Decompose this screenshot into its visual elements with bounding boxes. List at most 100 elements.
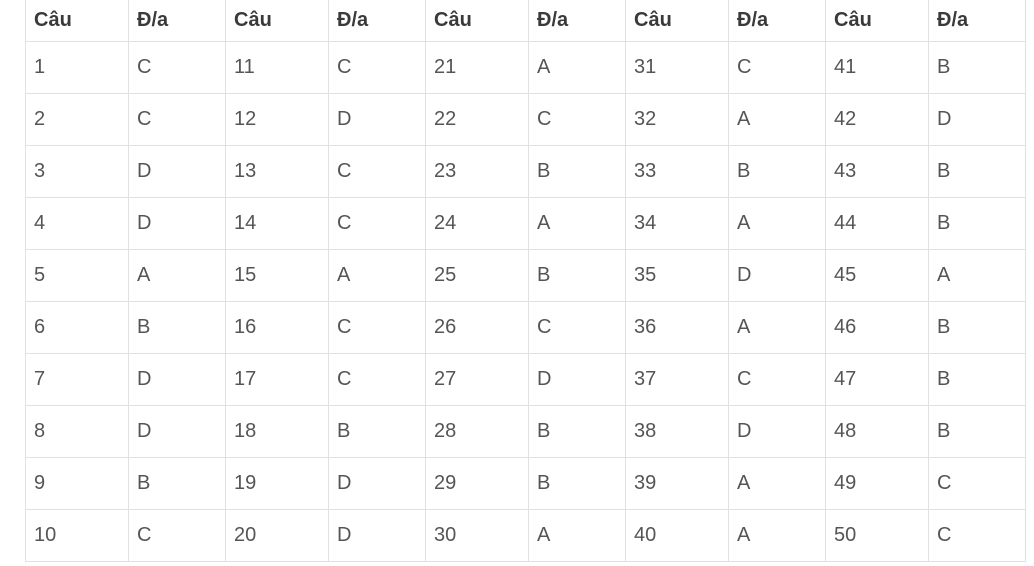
answer-cell: D: [128, 197, 226, 250]
answer-cell: C: [328, 197, 426, 250]
question-number-cell: 32: [625, 93, 729, 146]
answer-key-table: Câu Đ/a Câu Đ/a Câu Đ/a Câu Đ/a Câu Đ/a …: [25, 0, 1026, 562]
answer-cell: B: [928, 353, 1026, 406]
question-number-cell: 20: [225, 509, 329, 562]
answer-cell: A: [928, 249, 1026, 302]
question-number-cell: 28: [425, 405, 529, 458]
question-number-cell: 36: [625, 301, 729, 354]
question-number-cell: 37: [625, 353, 729, 406]
question-number-cell: 40: [625, 509, 729, 562]
header-question-col-5: Câu: [825, 0, 929, 42]
question-number-cell: 11: [225, 41, 329, 94]
answer-cell: C: [528, 93, 626, 146]
answer-cell: D: [728, 249, 826, 302]
question-number-cell: 15: [225, 249, 329, 302]
question-number-cell: 33: [625, 145, 729, 198]
answer-cell: C: [328, 301, 426, 354]
answer-cell: C: [328, 353, 426, 406]
answer-cell: C: [128, 509, 226, 562]
answer-cell: A: [728, 457, 826, 510]
table-row: 4 D 14 C 24 A 34 A 44 B: [25, 197, 1026, 250]
answer-cell: B: [128, 301, 226, 354]
question-number-cell: 3: [25, 145, 129, 198]
answer-cell: D: [128, 405, 226, 458]
answer-cell: C: [928, 457, 1026, 510]
question-number-cell: 2: [25, 93, 129, 146]
answer-cell: A: [728, 93, 826, 146]
table-row: 5 A 15 A 25 B 35 D 45 A: [25, 249, 1026, 302]
answer-cell: D: [528, 353, 626, 406]
answer-cell: D: [328, 509, 426, 562]
question-number-cell: 49: [825, 457, 929, 510]
header-answer-col-5: Đ/a: [928, 0, 1026, 42]
question-number-cell: 46: [825, 301, 929, 354]
answer-cell: A: [728, 301, 826, 354]
answer-cell: D: [128, 145, 226, 198]
table-row: 1 C 11 C 21 A 31 C 41 B: [25, 41, 1026, 94]
question-number-cell: 50: [825, 509, 929, 562]
question-number-cell: 35: [625, 249, 729, 302]
question-number-cell: 17: [225, 353, 329, 406]
header-question-col-4: Câu: [625, 0, 729, 42]
question-number-cell: 48: [825, 405, 929, 458]
answer-cell: D: [328, 93, 426, 146]
answer-cell: D: [128, 353, 226, 406]
question-number-cell: 6: [25, 301, 129, 354]
question-number-cell: 27: [425, 353, 529, 406]
answer-cell: A: [528, 41, 626, 94]
answer-cell: B: [928, 301, 1026, 354]
answer-cell: B: [728, 145, 826, 198]
answer-cell: B: [928, 145, 1026, 198]
table-row: 8 D 18 B 28 B 38 D 48 B: [25, 405, 1026, 458]
answer-cell: A: [528, 509, 626, 562]
question-number-cell: 47: [825, 353, 929, 406]
question-number-cell: 24: [425, 197, 529, 250]
question-number-cell: 31: [625, 41, 729, 94]
question-number-cell: 16: [225, 301, 329, 354]
answer-cell: D: [928, 93, 1026, 146]
answer-cell: A: [328, 249, 426, 302]
answer-cell: C: [328, 41, 426, 94]
table-row: 10 C 20 D 30 A 40 A 50 C: [25, 509, 1026, 562]
answer-cell: B: [928, 197, 1026, 250]
answer-cell: C: [728, 353, 826, 406]
question-number-cell: 1: [25, 41, 129, 94]
answer-cell: B: [128, 457, 226, 510]
answer-cell: D: [728, 405, 826, 458]
answer-cell: A: [728, 509, 826, 562]
question-number-cell: 14: [225, 197, 329, 250]
answer-cell: C: [528, 301, 626, 354]
question-number-cell: 8: [25, 405, 129, 458]
header-answer-col-4: Đ/a: [728, 0, 826, 42]
question-number-cell: 7: [25, 353, 129, 406]
answer-cell: B: [528, 405, 626, 458]
answer-cell: B: [328, 405, 426, 458]
question-number-cell: 45: [825, 249, 929, 302]
question-number-cell: 13: [225, 145, 329, 198]
table-row: 7 D 17 C 27 D 37 C 47 B: [25, 353, 1026, 406]
table-row: 9 B 19 D 29 B 39 A 49 C: [25, 457, 1026, 510]
question-number-cell: 23: [425, 145, 529, 198]
question-number-cell: 9: [25, 457, 129, 510]
question-number-cell: 44: [825, 197, 929, 250]
question-number-cell: 38: [625, 405, 729, 458]
question-number-cell: 43: [825, 145, 929, 198]
answer-cell: A: [128, 249, 226, 302]
answer-cell: A: [528, 197, 626, 250]
question-number-cell: 30: [425, 509, 529, 562]
answer-cell: C: [928, 509, 1026, 562]
question-number-cell: 10: [25, 509, 129, 562]
table-body: 1 C 11 C 21 A 31 C 41 B 2 C 12 D 22 C 32 A 42 D 3 D 13 C 23 B 33 B 4…: [25, 41, 1026, 562]
answer-cell: C: [128, 41, 226, 94]
question-number-cell: 39: [625, 457, 729, 510]
answer-cell: B: [528, 249, 626, 302]
answer-cell: C: [328, 145, 426, 198]
question-number-cell: 4: [25, 197, 129, 250]
header-row: Câu Đ/a Câu Đ/a Câu Đ/a Câu Đ/a Câu Đ/a: [25, 0, 1026, 42]
table-row: 6 B 16 C 26 C 36 A 46 B: [25, 301, 1026, 354]
question-number-cell: 5: [25, 249, 129, 302]
question-number-cell: 19: [225, 457, 329, 510]
question-number-cell: 25: [425, 249, 529, 302]
table-row: 2 C 12 D 22 C 32 A 42 D: [25, 93, 1026, 146]
header-answer-col-2: Đ/a: [328, 0, 426, 42]
